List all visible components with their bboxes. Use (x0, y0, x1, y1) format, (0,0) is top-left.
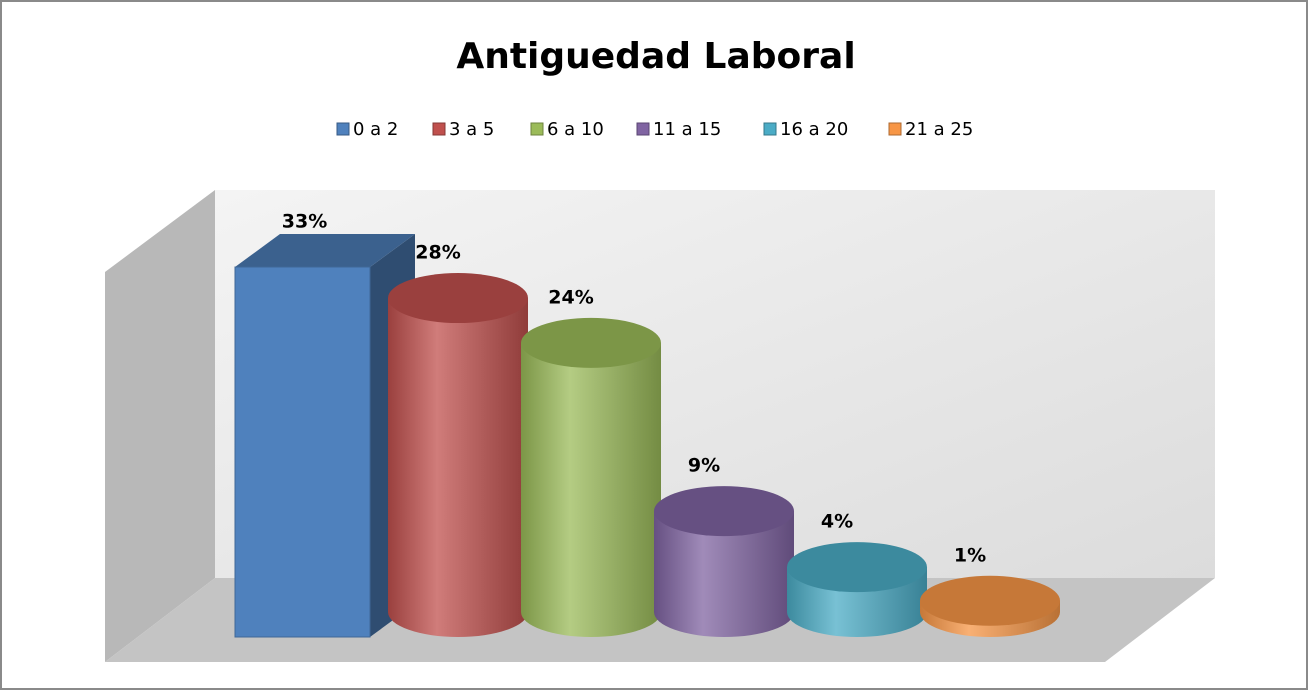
bar (654, 486, 794, 637)
legend-swatch (763, 122, 777, 136)
bar (920, 575, 1060, 637)
data-label: 9% (688, 455, 720, 477)
bar-top (654, 486, 794, 537)
legend-swatch (888, 122, 902, 136)
bar-top (787, 542, 927, 593)
legend-label: 6 a 10 (547, 119, 604, 140)
legend-swatch (336, 122, 350, 136)
legend-label: 21 a 25 (905, 119, 973, 140)
data-label: 33% (282, 211, 327, 233)
legend-swatch (530, 122, 544, 136)
bar (787, 542, 927, 637)
bar-top (388, 273, 528, 324)
legend-label: 16 a 20 (780, 119, 848, 140)
data-label: 24% (548, 286, 593, 308)
legend-label: 3 a 5 (449, 119, 494, 140)
data-label: 4% (821, 511, 853, 533)
data-label: 1% (954, 544, 986, 566)
legend-swatch (432, 122, 446, 136)
bar-top (920, 575, 1060, 626)
legend-label: 0 a 2 (353, 119, 398, 140)
bar (388, 273, 528, 637)
legend-label: 11 a 15 (653, 119, 721, 140)
bar-top (235, 234, 415, 267)
side-wall (105, 190, 215, 662)
chart-title: Antiguedad Laboral (456, 36, 855, 77)
bar (521, 317, 661, 637)
bar-body (388, 298, 528, 612)
bar-front (234, 266, 371, 638)
legend-swatch (636, 122, 650, 136)
bar-body (521, 342, 661, 612)
data-label: 28% (415, 242, 460, 264)
bar-top (521, 317, 661, 368)
